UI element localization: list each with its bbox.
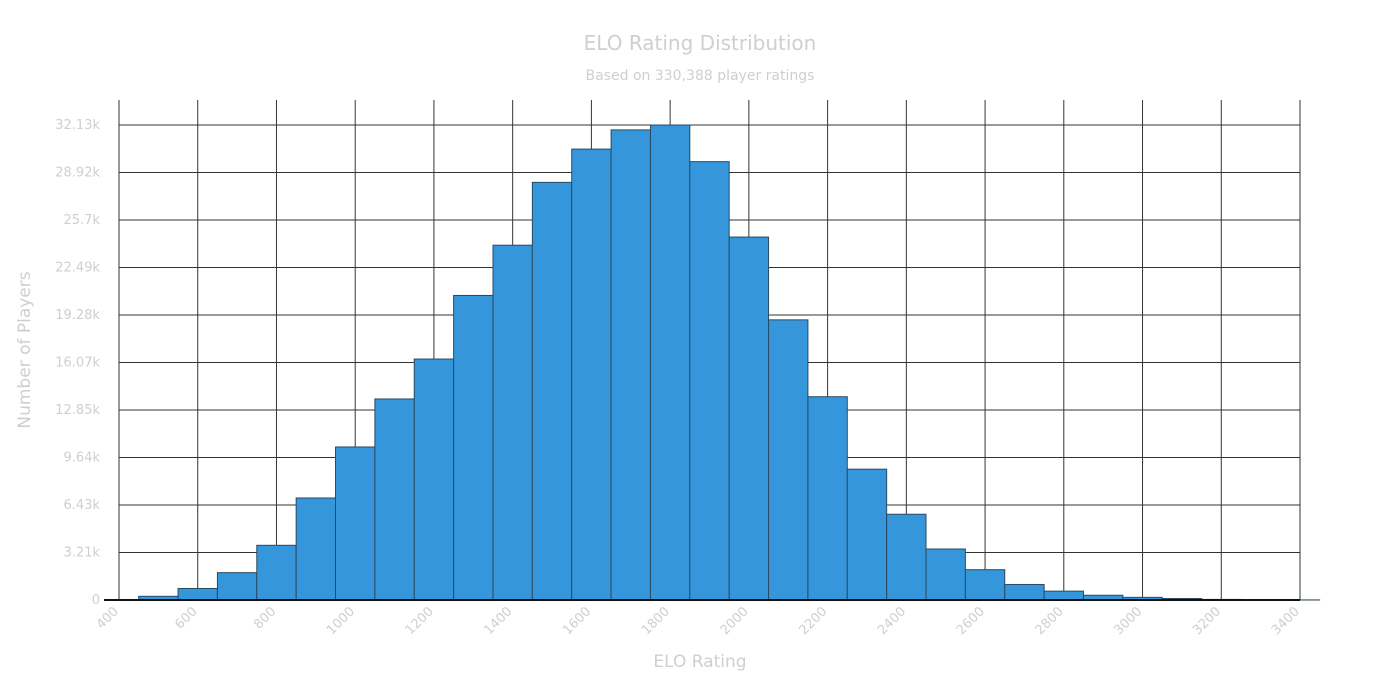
x-tick-label: 1800 xyxy=(639,604,673,638)
histogram-bar xyxy=(925,548,966,601)
x-tick-label: 3000 xyxy=(1111,604,1145,638)
y-tick-labels: 0 3.21k 6.43k 9.64k 12.85k 16.07k 19.28k 22.49k… xyxy=(55,118,100,608)
y-tick-label: 32.13k xyxy=(55,118,100,133)
y-tick-label: 22.49k xyxy=(55,261,100,276)
x-tick-label: 600 xyxy=(172,604,200,632)
histogram-bar xyxy=(689,161,730,601)
x-tick-label: 2200 xyxy=(796,604,830,638)
y-tick-label: 12.85k xyxy=(55,403,100,418)
histogram-bar xyxy=(728,236,770,601)
y-axis-title: Number of Players xyxy=(15,271,35,428)
x-tick-label: 3200 xyxy=(1190,604,1224,638)
x-tick-label: 2400 xyxy=(875,604,909,638)
y-tick-label: 19.28k xyxy=(55,308,100,323)
histogram-bar xyxy=(1043,590,1084,601)
histogram-bar xyxy=(177,587,218,601)
histogram-bar xyxy=(492,244,533,601)
y-tick-label: 25.7k xyxy=(64,213,101,228)
y-tick-label: 6.43k xyxy=(64,498,101,513)
histogram-bar xyxy=(453,294,494,601)
histogram-bar xyxy=(807,396,848,601)
histogram-bar xyxy=(531,181,573,601)
histogram-bar xyxy=(886,513,927,601)
histogram-bar xyxy=(335,446,376,601)
y-tick-label: 9.64k xyxy=(64,451,101,466)
x-axis-title: ELO Rating xyxy=(653,652,746,672)
histogram-bar xyxy=(610,129,651,601)
histogram-bar xyxy=(295,497,337,601)
x-tick-labels: 400 600 800 1000 1200 1400 1600 1800 2000 2200 240… xyxy=(94,604,1303,638)
x-tick-label: 2800 xyxy=(1033,604,1067,638)
chart-title: ELO Rating Distribution xyxy=(584,31,817,55)
x-tick-label: 1200 xyxy=(403,604,437,638)
histogram-bar xyxy=(649,124,691,601)
x-tick-label: 2600 xyxy=(954,604,988,638)
histogram-bar xyxy=(571,148,612,601)
y-tick-label: 28.92k xyxy=(55,166,100,181)
histogram-bar xyxy=(964,569,1006,601)
x-tick-label: 1400 xyxy=(481,604,515,638)
x-tick-label: 3400 xyxy=(1269,604,1303,638)
histogram-bar xyxy=(256,544,297,601)
chart-subtitle: Based on 330,388 player ratings xyxy=(586,68,815,84)
histogram-bar xyxy=(846,468,888,601)
bars-layer xyxy=(138,124,1321,601)
histogram-bar xyxy=(216,572,258,601)
y-tick-label: 3.21k xyxy=(64,546,101,561)
y-tick-label: 16.07k xyxy=(55,356,100,371)
histogram-bar xyxy=(413,358,455,601)
x-tick-label: 2000 xyxy=(718,604,752,638)
y-tick-label: 0 xyxy=(92,593,100,608)
x-tick-label: 1000 xyxy=(324,604,358,638)
histogram-bar xyxy=(1004,583,1045,601)
x-tick-label: 400 xyxy=(94,604,122,632)
x-tick-label: 800 xyxy=(251,604,279,632)
x-tick-label: 1600 xyxy=(560,604,594,638)
histogram-bar xyxy=(374,398,415,601)
histogram-bar xyxy=(768,319,809,601)
